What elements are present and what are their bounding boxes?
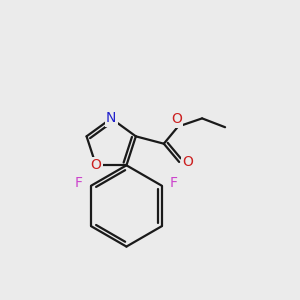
Text: O: O [91,158,101,172]
Text: F: F [75,176,83,190]
Text: N: N [106,111,116,125]
Text: O: O [171,112,182,126]
Text: F: F [170,176,178,190]
Text: O: O [182,155,193,169]
